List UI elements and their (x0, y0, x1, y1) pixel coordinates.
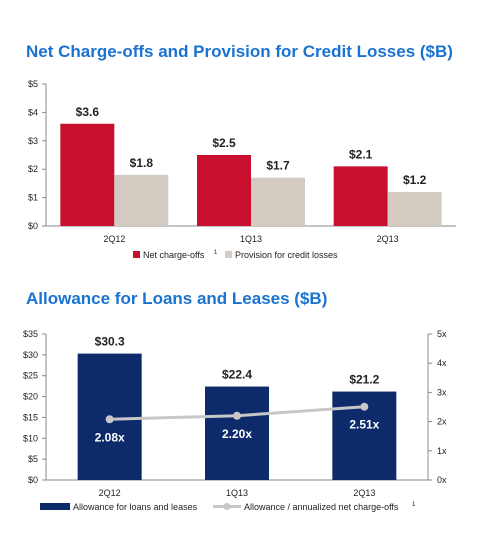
chart1-x-tick-label: 2Q13 (377, 234, 399, 244)
chart2-ratio-label: 2.08x (95, 430, 125, 444)
chart1-y-tick-label: $0 (28, 221, 38, 231)
chart1-bar-net-chargeoffs (333, 166, 388, 226)
chart2-ratio-point (233, 411, 241, 420)
chart2-y-tick-label: $10 (23, 433, 38, 443)
chart1-y-tick-label: $4 (28, 107, 38, 117)
chart2-y2-tick-label: 4x (437, 358, 447, 368)
chart2-title: Allowance for Loans and Leases ($B) (26, 289, 328, 308)
chart2-y2-tick-label: 0x (437, 475, 447, 485)
chart1-legend-label-provision: Provision for credit losses (235, 250, 338, 260)
chart1-legend-label-net-chargeoffs: Net charge-offs (143, 250, 205, 260)
chart1-data-label: $2.5 (212, 136, 236, 150)
chart2-legend-label-allowance: Allowance for loans and leases (73, 502, 198, 512)
chart2-x-tick-label: 1Q13 (226, 488, 248, 498)
chart1-bar-net-chargeoffs (197, 155, 251, 226)
chart2-y2-tick-label: 5x (437, 329, 447, 339)
chart1-bar-net-chargeoffs (60, 123, 115, 226)
chart1-y-tick-label: $2 (28, 164, 38, 174)
chart2-ratio-point (105, 415, 114, 424)
chart2-ratio-point (360, 402, 369, 411)
chart2-y-tick-label: $15 (23, 412, 38, 422)
chart2-y-tick-label: $20 (23, 392, 38, 402)
chart2-legend-footnote: 1 (412, 502, 416, 508)
chart2-y2-tick-label: 3x (437, 387, 447, 397)
chart1-data-label: $1.7 (266, 159, 290, 173)
chart2-y2-tick-label: 2x (437, 417, 447, 427)
chart1-bar-provision (251, 177, 305, 226)
chart1-y-tick-label: $5 (28, 79, 38, 89)
chart1-legend-footnote: 1 (214, 250, 218, 256)
chart1-data-label: $2.1 (349, 147, 373, 161)
chart2-x-tick-label: 2Q13 (353, 488, 375, 498)
chart2-legend-label-ratio: Allowance / annualized net charge-offs (244, 502, 399, 512)
chart2-x-tick-label: 2Q12 (99, 488, 121, 498)
chart1-title: Net Charge-offs and Provision for Credit… (26, 42, 453, 61)
chart2-data-label: $22.4 (222, 368, 252, 382)
chart1-data-label: $1.8 (130, 156, 154, 170)
chart2-y-tick-label: $30 (23, 350, 38, 360)
chart2-legend-marker-ratio (223, 503, 231, 510)
chart2-ratio-label: 2.20x (222, 427, 252, 441)
chart1-data-label: $1.2 (403, 173, 427, 187)
chart1-x-tick-label: 2Q12 (103, 234, 125, 244)
chart2-y-tick-label: $5 (28, 454, 38, 464)
chart1-bar-provision (114, 174, 169, 226)
chart1-y-tick-label: $1 (28, 193, 38, 203)
chart2-y-tick-label: $0 (28, 475, 38, 485)
chart2-ratio-label: 2.51x (349, 418, 379, 432)
chart2-legend-swatch-allowance (40, 503, 70, 510)
chart1-data-label: $3.6 (76, 105, 100, 119)
chart1-legend-swatch-provision (225, 251, 232, 258)
chart1-y-tick-label: $3 (28, 136, 38, 146)
chart1-bar-provision (387, 191, 442, 226)
chart2-data-label: $30.3 (95, 335, 125, 349)
chart2-y2-tick-label: 1x (437, 446, 447, 456)
chart2-y-tick-label: $35 (23, 329, 38, 339)
chart2-bar-allowance (205, 386, 269, 480)
chart2-y-tick-label: $25 (23, 371, 38, 381)
chart1-legend-swatch-net-chargeoffs (133, 251, 140, 258)
chart2-data-label: $21.2 (349, 373, 379, 387)
chart1-x-tick-label: 1Q13 (240, 234, 262, 244)
